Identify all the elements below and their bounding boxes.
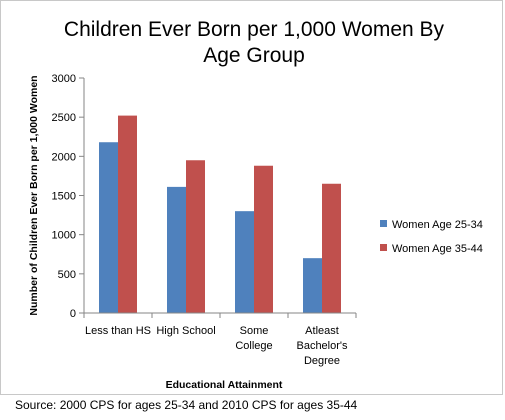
legend: Women Age 25-34 Women Age 35-44 — [380, 219, 483, 255]
bar-age-25-34 — [303, 258, 322, 313]
bar-age-25-34 — [99, 142, 118, 313]
chart-title: Children Ever Born per 1,000 Women By Age… — [64, 18, 445, 67]
y-axis-ticks: 0 500 1000 1500 2000 2500 3000 — [52, 73, 84, 320]
axes — [83, 78, 357, 318]
bar-age-25-34 — [235, 211, 254, 313]
y-tick-label: 0 — [70, 308, 76, 320]
source-note: Source: 2000 CPS for ages 25-34 and 2010… — [15, 398, 358, 412]
chart-title-line: Children Ever Born per 1,000 Women By — [64, 18, 445, 41]
y-tick-label: 3000 — [52, 73, 76, 85]
x-tick-label: Less than HS — [85, 325, 151, 337]
bars — [99, 115, 341, 313]
legend-swatch — [380, 220, 387, 227]
bar-age-35-44 — [254, 165, 273, 313]
y-tick-label: 2500 — [52, 112, 76, 124]
bar-age-35-44 — [118, 115, 137, 313]
x-tick-label: Atleast Bachelor's Degree — [296, 325, 348, 367]
legend-label: Women Age 35-44 — [392, 243, 483, 255]
bar-chart: Children Ever Born per 1,000 Women By Age… — [28, 18, 483, 391]
y-tick-label: 500 — [58, 269, 76, 281]
bar-age-35-44 — [322, 183, 341, 313]
x-axis-label: Educational Attainment — [166, 379, 283, 391]
y-tick-label: 2000 — [52, 151, 76, 163]
bar-age-25-34 — [167, 186, 186, 313]
x-axis-tick-labels: Less than HS High School Some College Atleas… — [85, 325, 348, 367]
legend-label: Women Age 25-34 — [392, 219, 483, 231]
x-tick-label: High School — [156, 325, 215, 337]
y-tick-label: 1000 — [52, 230, 76, 242]
y-axis-label: Number of Children Ever Born per 1,000 W… — [28, 75, 40, 315]
chart-title-line: Age Group — [203, 44, 305, 67]
y-tick-label: 1500 — [52, 191, 76, 203]
legend-swatch — [380, 244, 387, 251]
bar-age-35-44 — [186, 160, 205, 313]
x-tick-label: Some College — [235, 325, 272, 352]
